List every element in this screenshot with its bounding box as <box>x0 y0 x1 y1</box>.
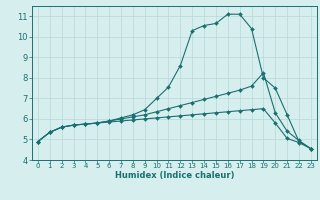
X-axis label: Humidex (Indice chaleur): Humidex (Indice chaleur) <box>115 171 234 180</box>
